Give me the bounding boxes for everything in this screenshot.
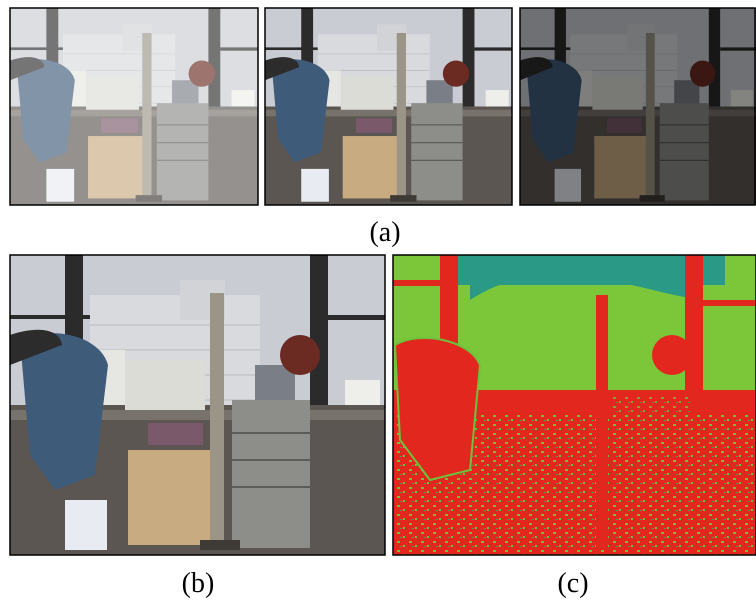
panel-b [10,255,385,555]
caption-b: (b) [182,568,215,599]
panel-a-2 [265,8,512,205]
panel-c [393,255,756,555]
panel-a-3 [520,8,756,205]
page: (a) (b) (c) (() => { const data = JSON.p… [0,0,756,605]
caption-c: (c) [557,568,588,599]
caption-a: (a) [369,217,400,248]
figure: (a) (b) (c) [0,0,756,605]
panel-a-1 [10,8,258,205]
